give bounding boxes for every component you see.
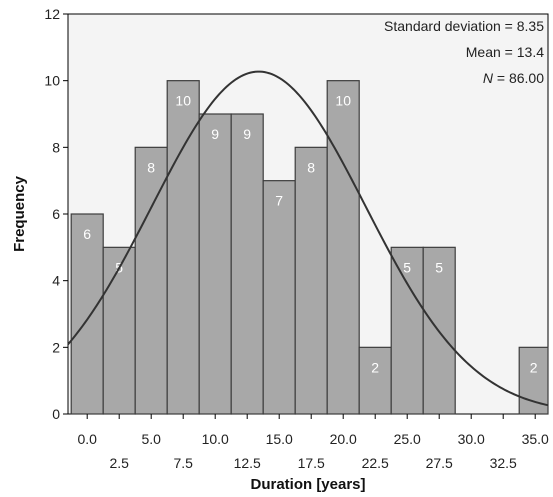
bar-value-label: 9 [243, 126, 251, 142]
stats-mean: Mean = 13.4 [466, 44, 544, 60]
bar-value-label: 8 [147, 159, 155, 175]
x-tick-label: 32.5 [490, 455, 517, 471]
stats-n-symbol: N [483, 70, 494, 86]
x-tick-label: 2.5 [109, 455, 129, 471]
bar-value-label: 5 [435, 259, 443, 275]
histogram-bar [230, 113, 264, 415]
y-tick-label: 2 [52, 339, 60, 355]
x-tick-label: 35.0 [522, 431, 549, 447]
y-tick-label: 0 [52, 406, 60, 422]
bar-value-label: 7 [275, 193, 283, 209]
y-tick-label: 10 [44, 73, 60, 89]
histogram-bar [198, 113, 232, 415]
histogram-bar [518, 346, 549, 415]
histogram-bar [358, 346, 392, 415]
y-axis-label: Frequency [11, 175, 28, 252]
normal-curve [67, 70, 549, 407]
x-axis: 0.0 5.0 10.0 15.0 20.0 25.0 30.0 35.0 2.5 7.5 12.5… [77, 414, 549, 471]
stats-n-value: = 86.00 [497, 70, 544, 86]
x-tick-label: 7.5 [173, 455, 193, 471]
x-tick-label: 5.0 [141, 431, 161, 447]
x-tick-label: 30.0 [458, 431, 485, 447]
stats-n: N = 86.00 [483, 70, 544, 86]
histogram-bar [294, 146, 328, 415]
x-tick-label: 25.0 [394, 431, 421, 447]
x-tick-label: 20.0 [330, 431, 357, 447]
bar-value-label: 2 [371, 359, 379, 375]
stats-sd: Standard deviation = 8.35 [384, 18, 544, 34]
x-tick-label: 15.0 [266, 431, 293, 447]
x-tick-label: 0.0 [77, 431, 97, 447]
x-tick-label: 22.5 [362, 455, 389, 471]
y-tick-label: 8 [52, 139, 60, 155]
bar-value-label: 10 [175, 93, 191, 109]
bar-value-label: 5 [403, 259, 411, 275]
x-tick-label: 10.0 [202, 431, 229, 447]
bar-value-label: 2 [530, 359, 538, 375]
bar-value-label: 9 [211, 126, 219, 142]
x-tick-label: 27.5 [426, 455, 453, 471]
y-tick-label: 6 [52, 206, 60, 222]
bars-group [70, 80, 549, 415]
bar-value-label: 8 [307, 159, 315, 175]
histogram-bar [262, 180, 296, 415]
histogram-bar [70, 213, 104, 415]
histogram-bar [390, 246, 424, 415]
histogram-bar [166, 80, 200, 415]
bar-value-label: 6 [83, 226, 91, 242]
x-tick-label: 17.5 [298, 455, 325, 471]
x-axis-label: Duration [years] [250, 476, 365, 493]
bar-value-label: 10 [335, 93, 351, 109]
histogram-bar [326, 80, 360, 415]
y-tick-label: 4 [52, 273, 60, 289]
y-axis: 0 2 4 6 8 10 12 [44, 6, 68, 422]
x-tick-label: 12.5 [234, 455, 261, 471]
y-tick-label: 12 [44, 6, 60, 22]
